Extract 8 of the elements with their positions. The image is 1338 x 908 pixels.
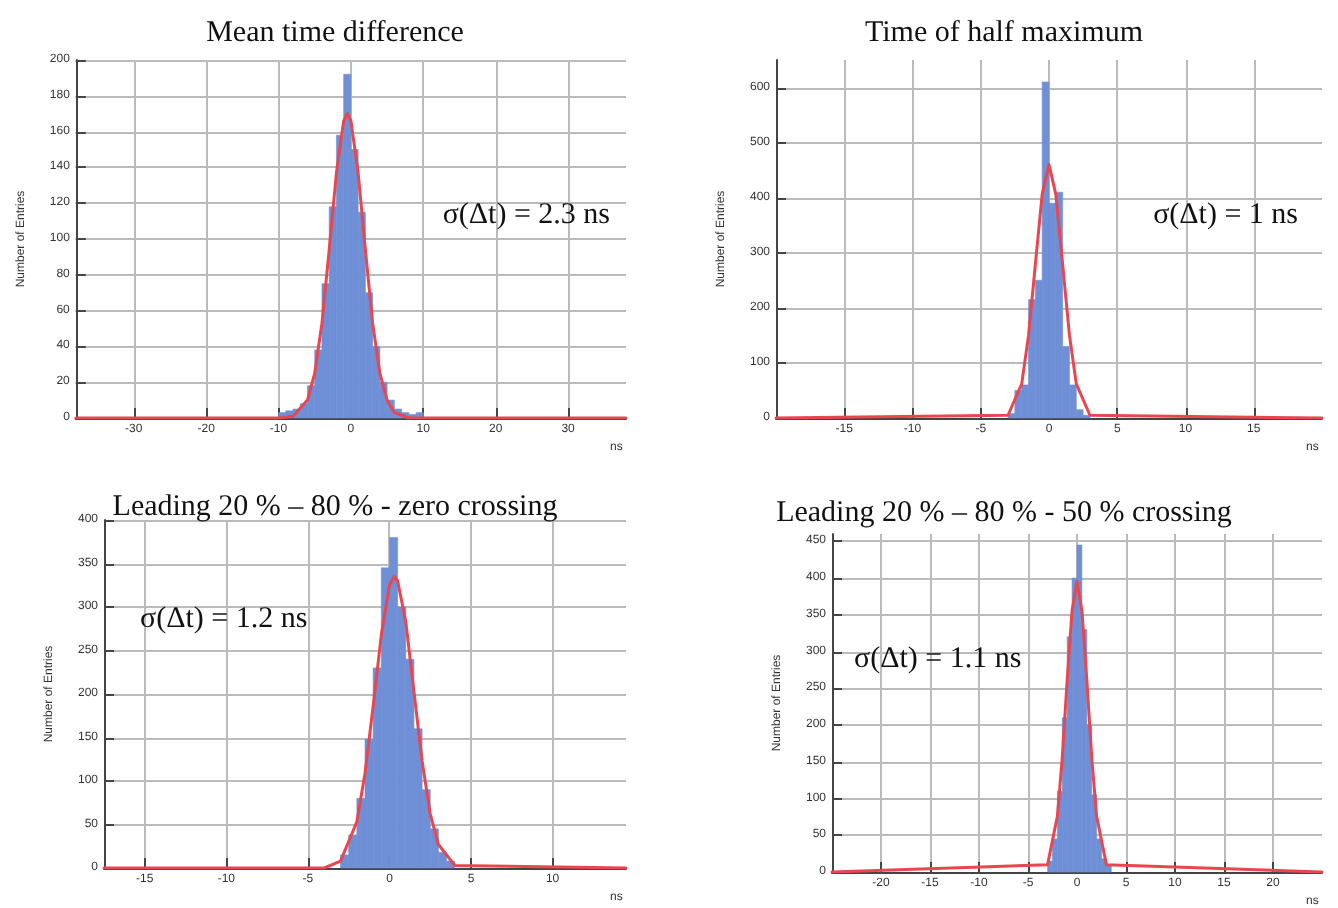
chart-title: Time of half maximum <box>864 17 1144 49</box>
annotation: σ(Δt) = 1.2 ns <box>140 603 308 635</box>
annotation: σ(Δt) = 1 ns <box>1153 199 1299 231</box>
chart-title: Leading 20 % – 80 % - zero crossing <box>112 491 559 523</box>
chart-title: Leading 20 % – 80 % - 50 % crossing <box>776 497 1233 529</box>
annotation: σ(Δt) = 1.1 ns <box>854 643 1022 675</box>
annotation: σ(Δt) = 2.3 ns <box>442 199 611 231</box>
chart-title: Mean time difference <box>206 17 465 49</box>
